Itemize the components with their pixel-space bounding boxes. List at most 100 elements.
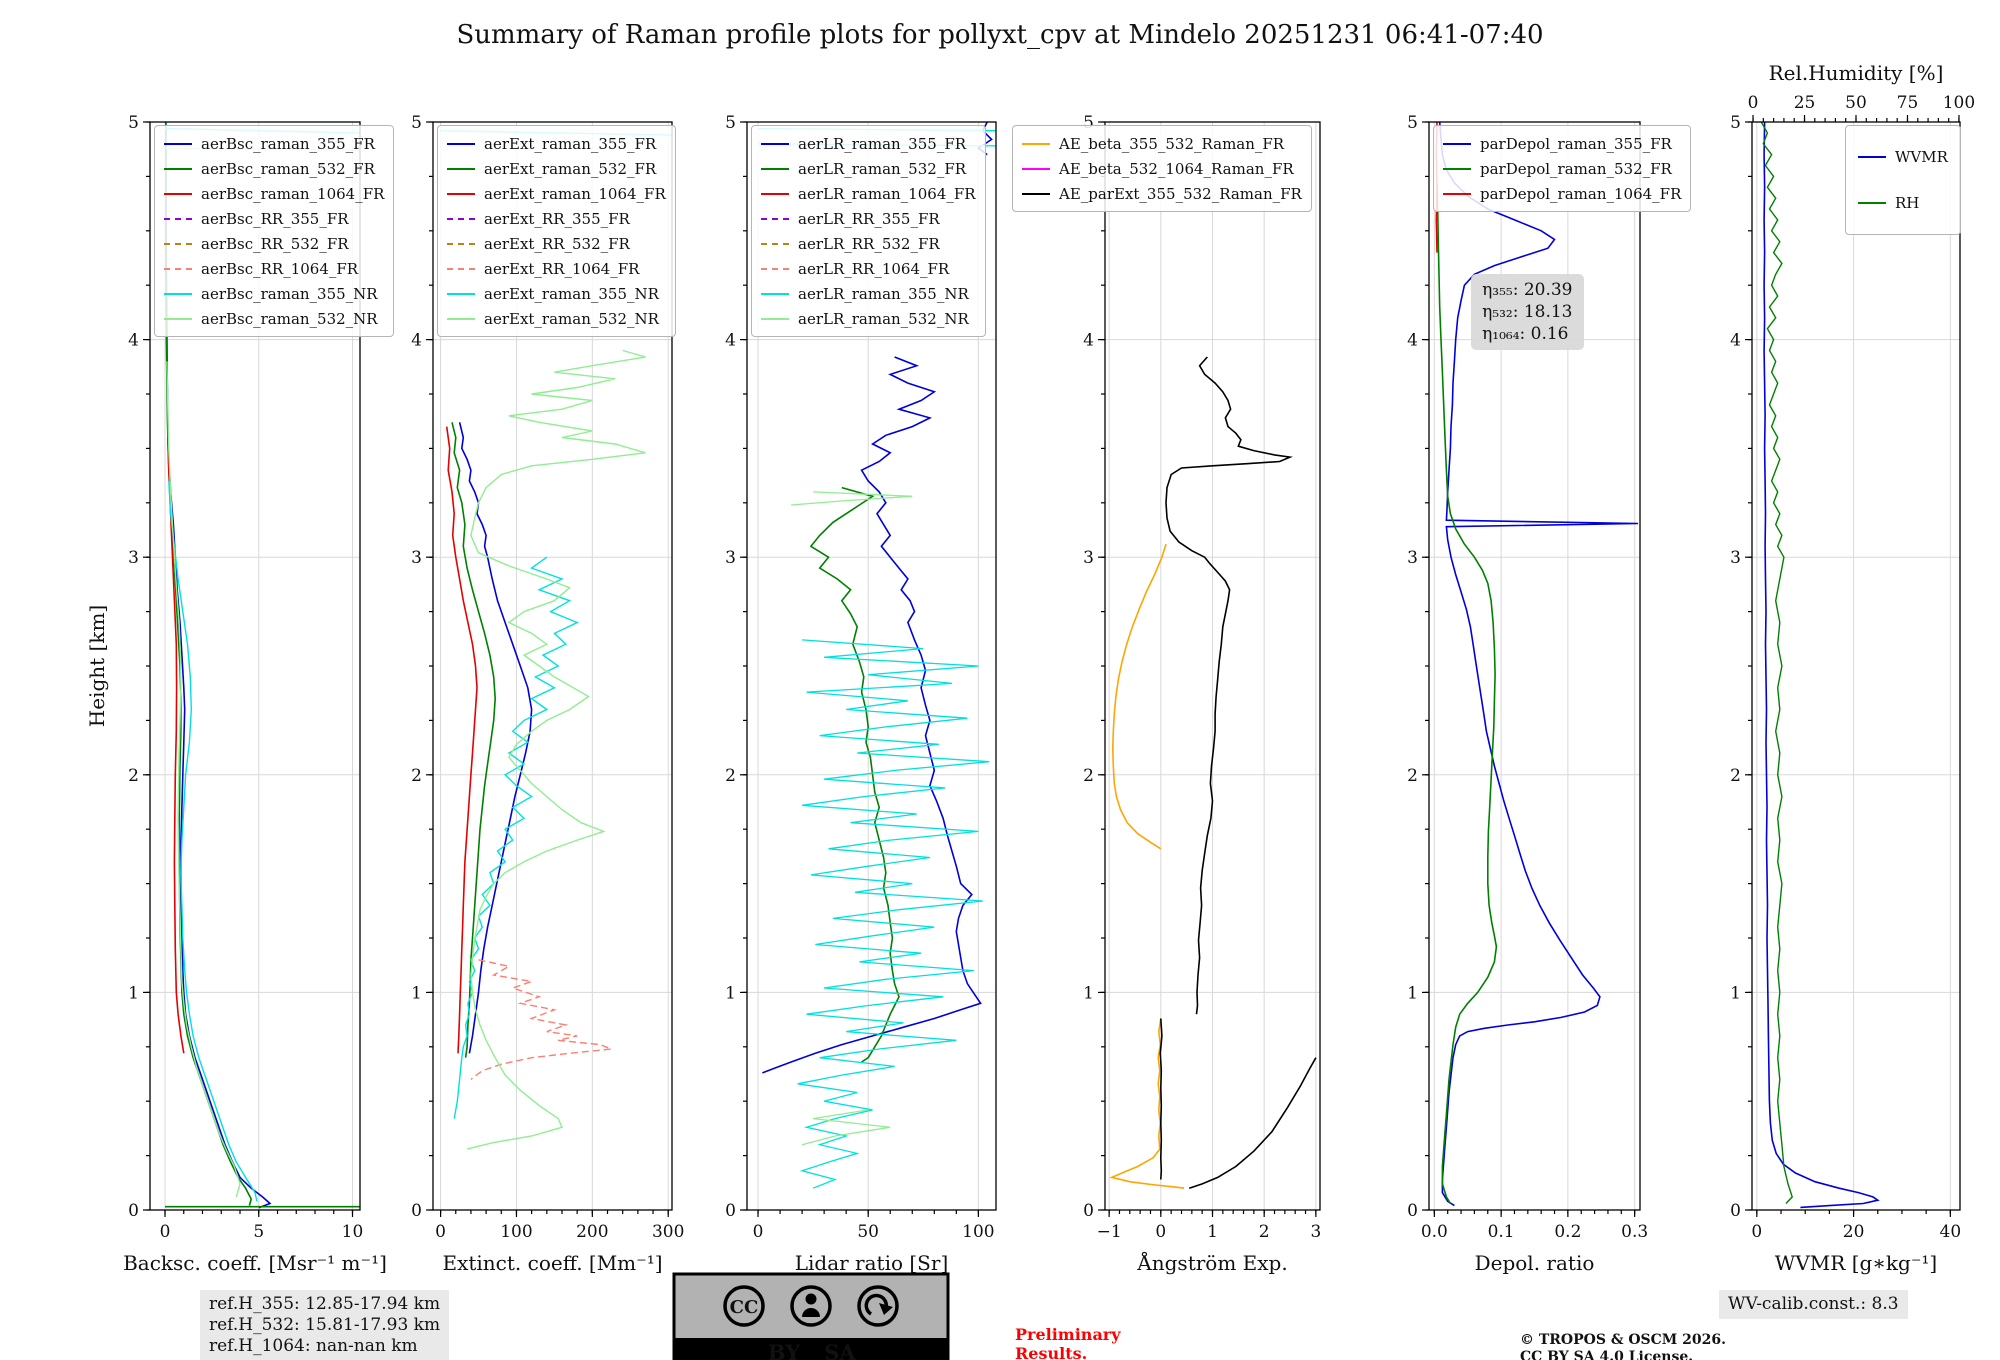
svg-text:2: 2 — [411, 766, 422, 786]
x-axis-label-lidar_ratio: Lidar ratio [Sr] — [795, 1251, 949, 1275]
x-axis-label-backscatter: Backsc. coeff. [Msr⁻¹ m⁻¹] — [123, 1251, 387, 1275]
svg-text:3: 3 — [1310, 1222, 1321, 1242]
ref-height-355: ref.H_355: 12.85-17.94 km — [209, 1294, 441, 1314]
series-aerExt_raman_532_FR — [451, 422, 497, 1058]
tick-labels: 0 5 10 0 1 2 3 4 5 — [128, 113, 363, 1242]
legend-label: aerExt_raman_532_FR — [484, 159, 657, 178]
legend-label: RH — [1895, 194, 1920, 212]
x-axis-label-extinction: Extinct. coeff. [Mm⁻¹] — [442, 1251, 662, 1275]
series-aerBsc_raman_1064_FR — [167, 437, 185, 1054]
annotation-line: η₁₀₆₄: 0.16 — [1482, 324, 1569, 345]
legend-item: aerBsc_raman_532_NR — [164, 306, 384, 331]
wv-calibration-note: WV-calib.const.: 8.3 — [1719, 1290, 1908, 1319]
svg-text:5: 5 — [1407, 113, 1418, 133]
svg-text:2: 2 — [1407, 766, 1418, 786]
legend-item: aerBsc_raman_1064_FR — [164, 181, 384, 206]
cc-by-label: BY — [768, 1340, 801, 1360]
legend-item: aerLR_RR_1064_FR — [761, 256, 976, 281]
legend-label: aerBsc_raman_532_FR — [201, 159, 375, 178]
svg-text:4: 4 — [1407, 331, 1418, 351]
legend-item: aerExt_raman_355_NR — [447, 281, 666, 306]
legend-line-sample — [761, 242, 789, 245]
series-aerLR_raman_532_NR — [791, 491, 913, 506]
legend-line-sample — [1443, 167, 1471, 170]
annotation-line: η₅₃₂: 18.13 — [1482, 302, 1573, 323]
legend-label: aerBsc_RR_532_FR — [201, 234, 349, 253]
preliminary-note: Preliminary Results. — [1015, 1325, 1121, 1360]
legend-line-sample — [761, 317, 789, 320]
svg-text:50: 50 — [1845, 93, 1867, 113]
svg-text:0: 0 — [128, 1201, 139, 1221]
legend-label: aerLR_RR_1064_FR — [798, 259, 950, 278]
cc-license-badge: CC BY SA — [672, 1272, 950, 1360]
legend-line-sample — [1858, 156, 1886, 158]
svg-text:10: 10 — [342, 1222, 364, 1242]
ref-height-1064: ref.H_1064: nan-nan km — [209, 1336, 418, 1356]
legend-item: aerExt_RR_355_FR — [447, 206, 666, 231]
series-group — [1109, 356, 1317, 1189]
x-axis-label-angstrom: Ångström Exp. — [1136, 1250, 1287, 1275]
svg-text:1: 1 — [128, 983, 139, 1003]
svg-text:0: 0 — [1083, 1201, 1094, 1221]
legend-line-sample — [1443, 142, 1471, 145]
series-WVMR — [1763, 122, 1880, 1209]
ticks — [426, 121, 669, 1217]
legend-item: aerBsc_raman_532_FR — [164, 156, 384, 181]
legend-line-sample — [447, 267, 475, 270]
svg-text:0: 0 — [1748, 93, 1759, 113]
legend-wvmr: WVMR RH — [1845, 125, 1961, 235]
legend-label: WVMR — [1895, 148, 1948, 166]
svg-text:4: 4 — [1083, 331, 1094, 351]
series-aerExt_raman_355_NR — [453, 556, 579, 1119]
legend-line-sample — [164, 217, 192, 220]
svg-text:3: 3 — [1730, 548, 1741, 568]
legend-label: aerExt_raman_355_FR — [484, 134, 657, 153]
legend-line-sample — [164, 192, 192, 195]
svg-text:5: 5 — [411, 113, 422, 133]
legend-label: AE_beta_355_532_Raman_FR — [1059, 134, 1285, 153]
legend-line-sample — [761, 292, 789, 295]
tick-labels: 0.0 0.1 0.2 0.3 0 1 2 3 4 5 — [1407, 113, 1648, 1242]
svg-text:1: 1 — [725, 983, 736, 1003]
legend-label: aerExt_RR_355_FR — [484, 209, 630, 228]
series-AE_parExt_355_532_Raman_FR — [1188, 1057, 1317, 1189]
legend-line-sample — [761, 192, 789, 195]
svg-text:0: 0 — [411, 1201, 422, 1221]
svg-text:2: 2 — [725, 766, 736, 786]
ticks — [1422, 121, 1636, 1217]
copyright-note: © TROPOS & OSCM 2026. CC BY SA 4.0 Licen… — [1520, 1332, 1726, 1360]
legend-label: aerLR_raman_355_FR — [798, 134, 967, 153]
legend-label: AE_beta_532_1064_Raman_FR — [1059, 159, 1294, 178]
svg-text:3: 3 — [128, 548, 139, 568]
legend-label: aerBsc_raman_1064_FR — [201, 184, 385, 203]
legend-label: aerExt_RR_1064_FR — [484, 259, 640, 278]
cc-license-graphic: CC BY SA — [672, 1272, 950, 1360]
annotation-line: η₃₅₅: 20.39 — [1482, 280, 1573, 301]
svg-text:0: 0 — [160, 1222, 171, 1242]
legend-line-sample — [761, 142, 789, 145]
svg-text:0: 0 — [725, 1201, 736, 1221]
svg-text:100: 100 — [1943, 93, 1975, 113]
legend-line-sample — [761, 217, 789, 220]
legend-depol: parDepol_raman_355_FR parDepol_raman_532_… — [1433, 125, 1692, 212]
ticks — [1098, 121, 1317, 1217]
share-alike-icon — [857, 1285, 899, 1327]
svg-text:0.1: 0.1 — [1488, 1222, 1515, 1242]
series-aerLR_raman_355_FR — [762, 356, 982, 1074]
svg-text:0.0: 0.0 — [1421, 1222, 1448, 1242]
legend-line-sample — [761, 267, 789, 270]
svg-text:1: 1 — [1207, 1222, 1218, 1242]
figure-title: Summary of Raman profile plots for polly… — [456, 20, 1544, 50]
legend-label: parDepol_raman_532_FR — [1480, 159, 1672, 178]
series-RH — [1760, 122, 1793, 1204]
svg-text:CC: CC — [730, 1297, 759, 1318]
preliminary-line-1: Preliminary — [1015, 1325, 1121, 1344]
copyright-line-1: © TROPOS & OSCM 2026. — [1520, 1332, 1727, 1348]
svg-text:300: 300 — [652, 1222, 684, 1242]
legend-lidar_ratio: aerLR_raman_355_FR aerLR_raman_532_FR aerL… — [751, 125, 986, 337]
ticks — [740, 121, 979, 1217]
